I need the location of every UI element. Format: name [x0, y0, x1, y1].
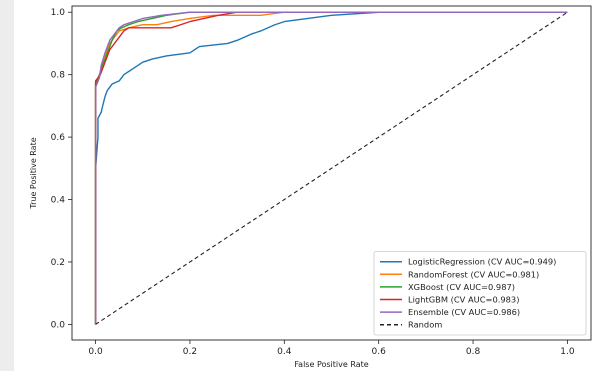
y-tick-label: 0.8: [51, 71, 66, 81]
y-axis-label: True Positive Rate: [29, 137, 38, 209]
series-line-4: [94, 11, 568, 325]
roc-chart: 0.0 0.2 0.4 0.6 0.8 1.0 0.0 0.2 0.4 0.6 0.8 1.0 Fa…: [29, 5, 592, 369]
legend-label: RandomForest (CV AUC=0.981): [408, 269, 539, 279]
y-tick-label: 0.4: [51, 196, 66, 206]
legend-label: XGBoost (CV AUC=0.987): [408, 282, 515, 292]
y-axis-ticks: 0.0 0.2 0.4 0.6 0.8 1.0: [51, 8, 72, 330]
y-tick-label: 0.6: [51, 133, 66, 143]
y-tick-label: 0.0: [51, 320, 66, 330]
plot-lines: [94, 11, 568, 325]
x-tick-label: 0.6: [372, 347, 387, 357]
x-tick-label: 0.8: [466, 347, 481, 357]
legend-items: LogisticRegression (CV AUC=0.949) RandomF…: [380, 257, 556, 330]
x-tick-label: 0.2: [183, 347, 197, 357]
legend-label: Ensemble (CV AUC=0.986): [408, 307, 520, 317]
plot-frame: [71, 5, 592, 341]
series-line-5: [95, 11, 568, 325]
y-tick-label: 1.0: [51, 8, 66, 18]
x-tick-label: 0.0: [88, 347, 103, 357]
legend-label: Random: [408, 320, 442, 330]
legend-label: LightGBM (CV AUC=0.983): [408, 295, 519, 305]
legend: LogisticRegression (CV AUC=0.949) RandomF…: [373, 250, 587, 336]
x-axis-label: False Positive Rate: [294, 360, 368, 369]
legend-label: LogisticRegression (CV AUC=0.949): [408, 257, 556, 267]
legend-box: [373, 250, 587, 336]
y-tick-label: 0.2: [51, 258, 65, 268]
series-line-0: [94, 11, 568, 325]
x-axis-ticks: 0.0 0.2 0.4 0.6 0.8 1.0: [88, 340, 575, 357]
x-tick-label: 1.0: [560, 347, 575, 357]
roc-figure: 0.0 0.2 0.4 0.6 0.8 1.0 0.0 0.2 0.4 0.6 0.8 1.0 Fa…: [14, 0, 596, 371]
x-tick-label: 0.4: [277, 347, 292, 357]
